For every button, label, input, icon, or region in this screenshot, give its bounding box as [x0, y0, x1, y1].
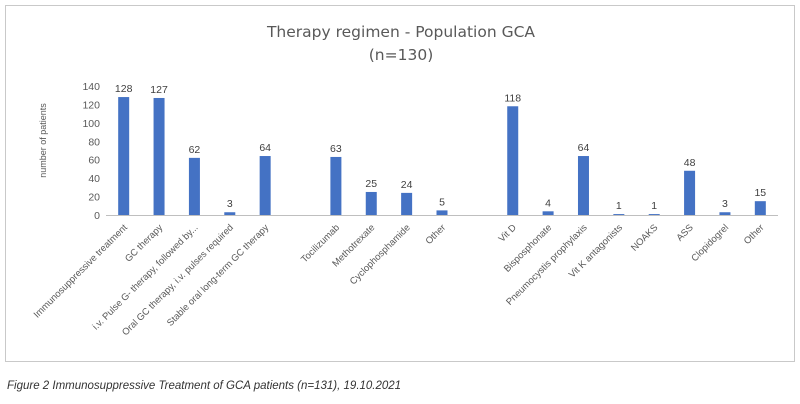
y-tick-label: 140: [82, 81, 100, 93]
y-tick-label: 100: [82, 118, 100, 130]
x-tick-label: ASS: [674, 222, 695, 243]
bar: [330, 156, 342, 215]
x-tick-label: Cyclophosphamide: [348, 222, 413, 287]
bar: [542, 211, 554, 215]
chart-title: Therapy regimen - Population GCA: [266, 23, 536, 41]
bar: [436, 210, 448, 215]
y-tick-label: 0: [94, 210, 100, 222]
data-label: 127: [150, 84, 168, 96]
data-label: 15: [754, 187, 766, 199]
data-label: 1: [651, 200, 657, 212]
data-label: 25: [365, 178, 377, 190]
data-label: 24: [401, 179, 413, 191]
chart-frame: Therapy regimen - Population GCA (n=130)…: [5, 5, 795, 362]
y-tick-label: 20: [88, 192, 100, 204]
data-label: 118: [504, 92, 521, 104]
chart-subtitle: (n=130): [368, 46, 434, 64]
data-label: 1: [616, 200, 622, 212]
bar: [188, 157, 200, 215]
bar: [365, 191, 377, 215]
y-tick-label: 40: [88, 173, 100, 185]
data-label: 4: [545, 197, 551, 209]
y-tick-label: 60: [88, 155, 100, 167]
x-tick-label: Clopidogrel: [689, 222, 731, 264]
data-label: 64: [578, 142, 590, 154]
y-tick-label: 80: [88, 136, 100, 148]
bar: [577, 156, 589, 215]
bar: [224, 212, 236, 215]
data-label: 5: [439, 196, 445, 208]
y-tick-label: 120: [82, 99, 100, 111]
y-axis-label: number of patients: [38, 103, 48, 178]
data-label: 62: [189, 144, 201, 156]
x-tick-label: Other: [742, 222, 767, 247]
data-label: 48: [684, 157, 696, 169]
figure-caption: Figure 2 Immunosuppressive Treatment of …: [7, 380, 402, 392]
data-label: 3: [227, 198, 233, 210]
data-label: 64: [259, 142, 271, 154]
data-label: 63: [330, 143, 342, 155]
bar: [153, 97, 165, 215]
bar: [754, 201, 766, 215]
data-label: 128: [115, 83, 133, 95]
x-tick-label: Vit D: [497, 222, 519, 244]
data-label: 3: [722, 198, 728, 210]
bar: [259, 156, 271, 215]
bar: [401, 192, 413, 215]
bar: [684, 170, 696, 215]
bar: [118, 97, 130, 215]
x-tick-label: NOAKS: [629, 222, 660, 253]
x-tick-label: Other: [424, 222, 449, 247]
bar: [719, 212, 731, 215]
bar: [613, 214, 625, 215]
bar: [507, 106, 519, 215]
bar: [648, 214, 660, 215]
